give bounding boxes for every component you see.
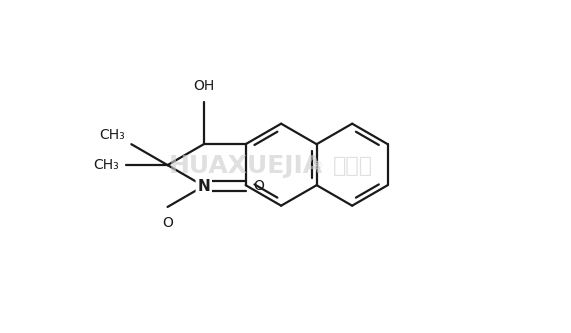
Text: O: O xyxy=(253,179,264,193)
Text: O: O xyxy=(162,216,173,230)
Text: 化学加: 化学加 xyxy=(332,157,372,176)
Text: N: N xyxy=(198,178,210,193)
Text: OH: OH xyxy=(193,79,214,93)
Text: CH₃: CH₃ xyxy=(99,128,125,143)
Text: ®: ® xyxy=(312,162,323,171)
Text: CH₃: CH₃ xyxy=(94,158,119,172)
Text: HUAXUEJIA: HUAXUEJIA xyxy=(168,155,323,178)
